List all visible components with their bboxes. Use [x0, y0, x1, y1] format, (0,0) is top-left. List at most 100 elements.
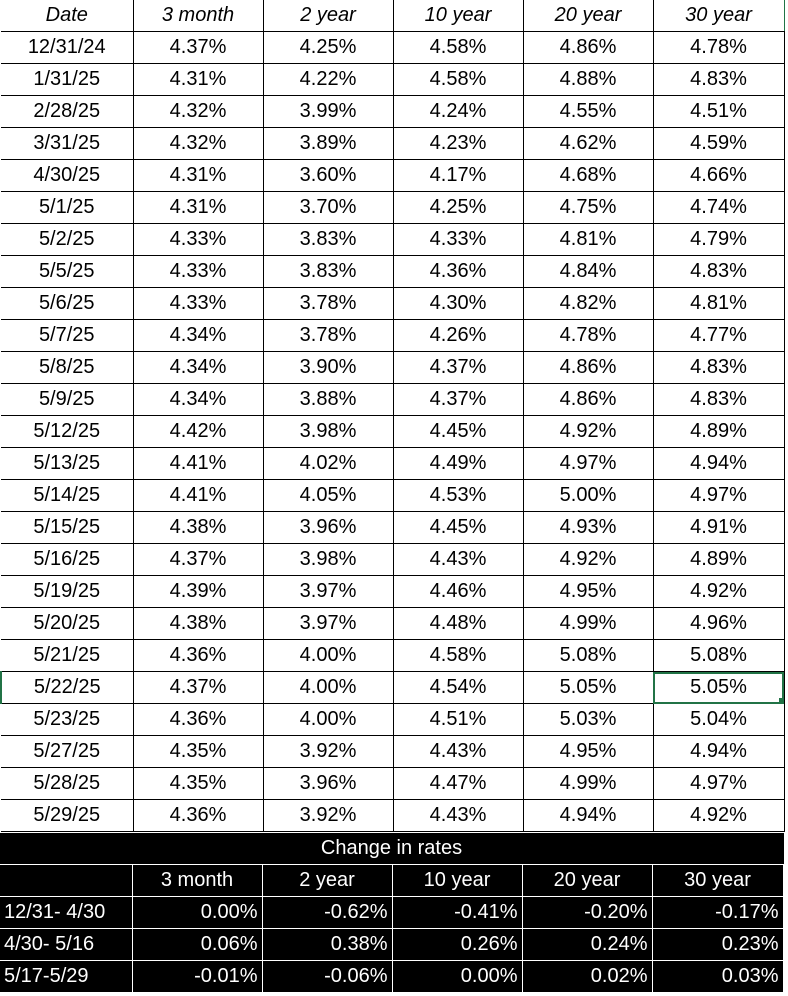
date-cell[interactable]: 12/31/24: [1, 31, 134, 64]
change-value-cell[interactable]: -0.62%: [261, 896, 393, 929]
rate-cell[interactable]: 4.00%: [262, 703, 394, 736]
change-value-cell[interactable]: 0.06%: [131, 928, 263, 961]
rate-cell[interactable]: 4.36%: [132, 703, 264, 736]
rate-cell[interactable]: 4.81%: [522, 223, 654, 256]
rate-cell[interactable]: 4.82%: [522, 287, 654, 320]
rate-cell[interactable]: 3.97%: [262, 607, 394, 640]
rate-cell[interactable]: 4.35%: [132, 735, 264, 768]
rate-cell[interactable]: 4.78%: [652, 31, 785, 64]
rate-cell[interactable]: 3.96%: [262, 767, 394, 800]
rate-cell[interactable]: 4.89%: [652, 415, 785, 448]
header-cell-2year[interactable]: 2 year: [262, 0, 394, 32]
rate-cell[interactable]: 4.86%: [522, 31, 654, 64]
rate-cell[interactable]: 4.33%: [132, 287, 264, 320]
change-value-cell[interactable]: 0.00%: [131, 896, 263, 929]
rate-cell[interactable]: 4.58%: [392, 63, 524, 96]
rate-cell[interactable]: 4.39%: [132, 575, 264, 608]
rate-cell[interactable]: 4.38%: [132, 607, 264, 640]
rate-cell[interactable]: 3.99%: [262, 95, 394, 128]
rate-cell[interactable]: 4.33%: [132, 255, 264, 288]
rate-cell[interactable]: 4.58%: [392, 31, 524, 64]
rate-cell[interactable]: 4.58%: [392, 639, 524, 672]
change-value-cell[interactable]: -0.06%: [261, 960, 393, 993]
rate-cell[interactable]: 4.68%: [522, 159, 654, 192]
rate-cell[interactable]: 4.17%: [392, 159, 524, 192]
rate-cell[interactable]: 4.74%: [652, 191, 785, 224]
rate-cell[interactable]: 4.00%: [262, 671, 394, 704]
rate-cell[interactable]: 4.62%: [522, 127, 654, 160]
rate-cell[interactable]: 4.22%: [262, 63, 394, 96]
rate-cell[interactable]: 4.34%: [132, 319, 264, 352]
rate-cell[interactable]: 4.95%: [522, 575, 654, 608]
rate-cell[interactable]: 4.41%: [132, 447, 264, 480]
rate-cell[interactable]: 4.00%: [262, 639, 394, 672]
date-cell[interactable]: 5/9/25: [1, 383, 134, 416]
date-cell[interactable]: 1/31/25: [1, 63, 134, 96]
rate-cell[interactable]: 4.24%: [392, 95, 524, 128]
rate-cell[interactable]: 4.23%: [392, 127, 524, 160]
header-cell-date[interactable]: Date: [1, 0, 134, 32]
rate-cell[interactable]: 4.43%: [392, 543, 524, 576]
rate-cell[interactable]: 5.08%: [652, 639, 785, 672]
rate-cell[interactable]: 5.03%: [522, 703, 654, 736]
rate-cell[interactable]: 4.30%: [392, 287, 524, 320]
date-cell[interactable]: 5/12/25: [1, 415, 134, 448]
rate-cell[interactable]: 4.37%: [132, 31, 264, 64]
rate-cell[interactable]: 4.46%: [392, 575, 524, 608]
date-cell[interactable]: 5/21/25: [1, 639, 134, 672]
rate-cell[interactable]: 4.47%: [392, 767, 524, 800]
rate-cell[interactable]: 5.05%: [522, 671, 654, 704]
rate-cell[interactable]: 4.51%: [392, 703, 524, 736]
rate-cell[interactable]: 4.83%: [652, 63, 785, 96]
rate-cell[interactable]: 5.04%: [652, 703, 785, 736]
rate-cell[interactable]: 4.94%: [522, 799, 654, 832]
header-cell-20year[interactable]: 20 year: [522, 0, 654, 32]
header-cell-10year[interactable]: 10 year: [392, 0, 524, 32]
change-period-cell[interactable]: 4/30- 5/16: [0, 928, 133, 961]
change-value-cell[interactable]: 0.23%: [651, 928, 784, 961]
rate-cell[interactable]: 4.25%: [392, 191, 524, 224]
rate-cell[interactable]: 4.66%: [652, 159, 785, 192]
change-header-cell[interactable]: 2 year: [261, 864, 393, 897]
rate-cell[interactable]: 4.99%: [522, 767, 654, 800]
rate-cell[interactable]: 3.60%: [262, 159, 394, 192]
rate-cell[interactable]: 3.92%: [262, 799, 394, 832]
selected-cell[interactable]: 5.05%: [652, 671, 785, 704]
date-cell[interactable]: 5/16/25: [1, 543, 134, 576]
header-cell-3month[interactable]: 3 month: [132, 0, 264, 32]
rate-cell[interactable]: 4.91%: [652, 511, 785, 544]
change-header-cell[interactable]: 10 year: [391, 864, 523, 897]
rate-cell[interactable]: 4.43%: [392, 799, 524, 832]
change-value-cell[interactable]: 0.03%: [651, 960, 784, 993]
rate-cell[interactable]: 4.83%: [652, 255, 785, 288]
change-value-cell[interactable]: 0.38%: [261, 928, 393, 961]
rate-cell[interactable]: 4.32%: [132, 127, 264, 160]
rate-cell[interactable]: 3.96%: [262, 511, 394, 544]
rate-cell[interactable]: 4.97%: [652, 767, 785, 800]
date-cell[interactable]: 5/5/25: [1, 255, 134, 288]
rate-cell[interactable]: 3.90%: [262, 351, 394, 384]
rate-cell[interactable]: 4.37%: [392, 351, 524, 384]
rate-cell[interactable]: 3.98%: [262, 543, 394, 576]
rate-cell[interactable]: 5.00%: [522, 479, 654, 512]
rate-cell[interactable]: 4.33%: [392, 223, 524, 256]
rate-cell[interactable]: 4.34%: [132, 383, 264, 416]
date-cell[interactable]: 5/28/25: [1, 767, 134, 800]
rate-cell[interactable]: 4.83%: [652, 351, 785, 384]
rate-cell[interactable]: 4.37%: [392, 383, 524, 416]
rate-cell[interactable]: 4.97%: [522, 447, 654, 480]
rate-cell[interactable]: 3.78%: [262, 287, 394, 320]
rate-cell[interactable]: 3.92%: [262, 735, 394, 768]
date-cell[interactable]: 5/20/25: [1, 607, 134, 640]
rate-cell[interactable]: 4.25%: [262, 31, 394, 64]
rate-cell[interactable]: 4.36%: [132, 639, 264, 672]
rate-cell[interactable]: 4.53%: [392, 479, 524, 512]
date-cell[interactable]: 5/15/25: [1, 511, 134, 544]
rate-cell[interactable]: 4.97%: [652, 479, 785, 512]
change-header-cell[interactable]: [0, 864, 133, 897]
rate-cell[interactable]: 4.31%: [132, 191, 264, 224]
date-cell[interactable]: 4/30/25: [1, 159, 134, 192]
rate-cell[interactable]: 4.34%: [132, 351, 264, 384]
rate-cell[interactable]: 3.78%: [262, 319, 394, 352]
rate-cell[interactable]: 4.37%: [132, 543, 264, 576]
